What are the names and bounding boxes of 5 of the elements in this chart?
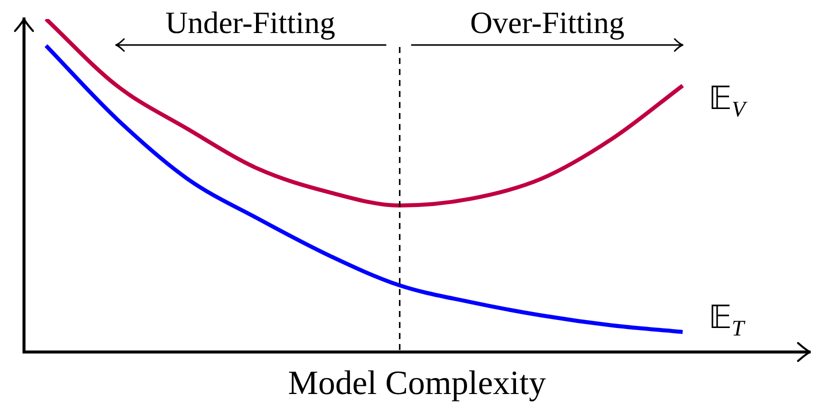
series-label: 𝔼$_{T}$ [708, 298, 744, 340]
annotation: Under-Fitting [165, 4, 336, 40]
annotation: Over-Fitting [470, 4, 625, 40]
series-label: 𝔼$_{V}$ [708, 80, 746, 122]
x-axis-title: Model Complexity [288, 365, 546, 402]
